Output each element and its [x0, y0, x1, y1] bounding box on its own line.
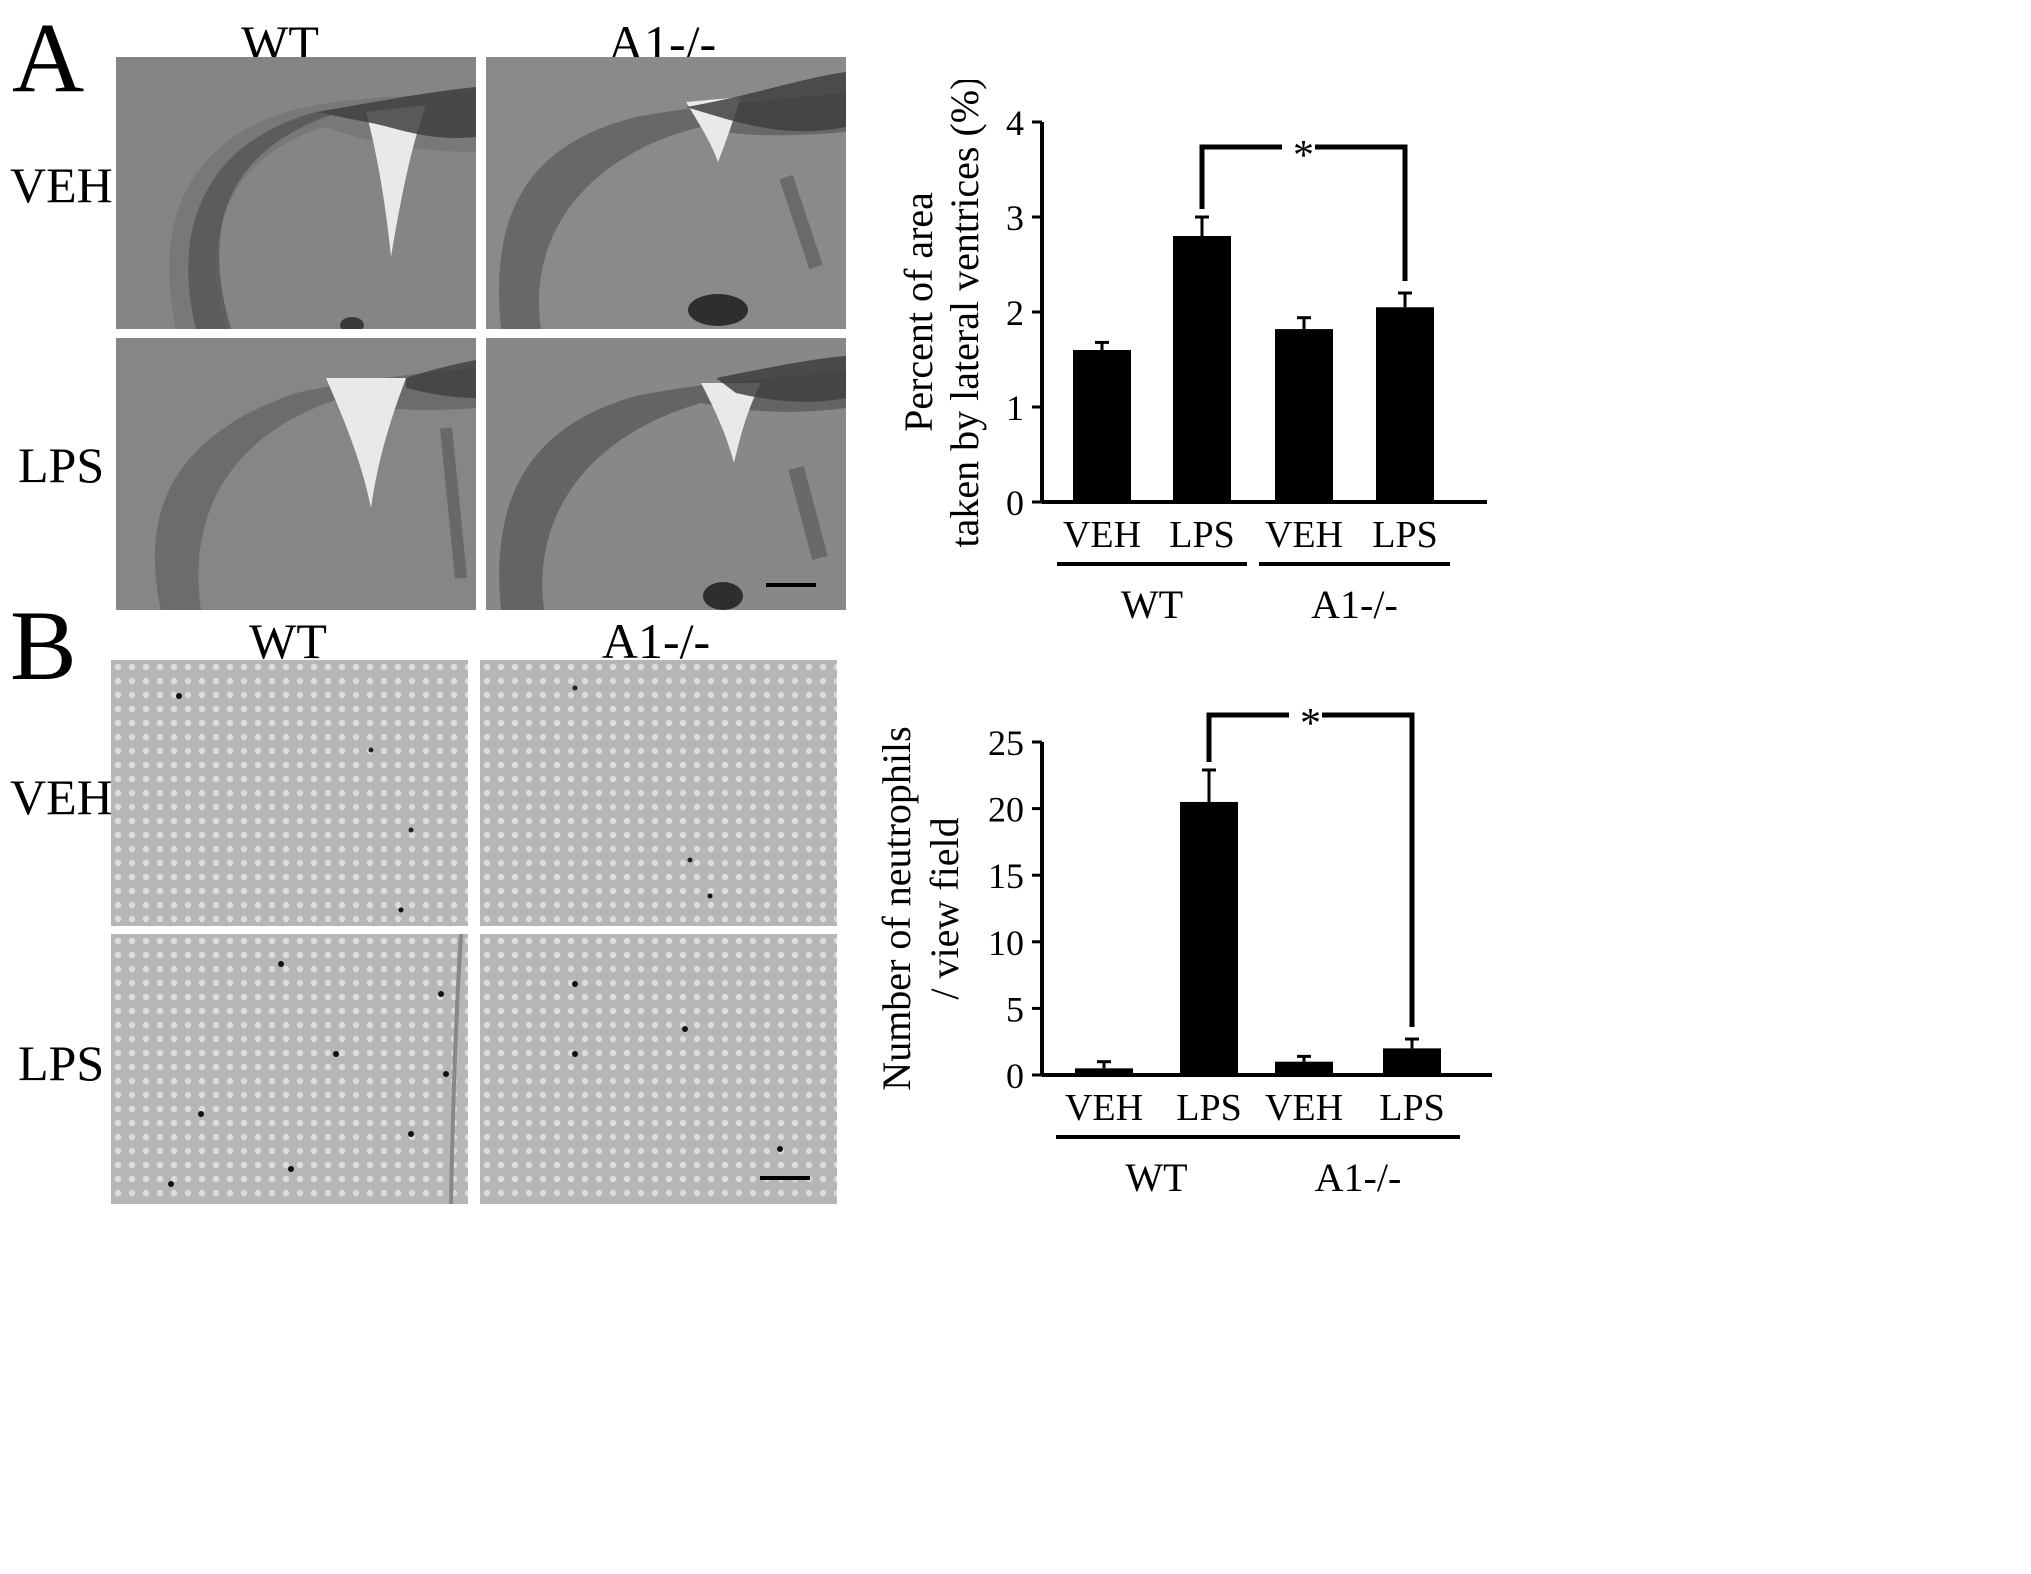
- bar-chart-ventricle-area: Percent of area taken by lateral ventrice…: [896, 80, 1487, 620]
- x-category-label: LPS: [1379, 1087, 1444, 1129]
- group-label: A1-/-: [1311, 582, 1398, 620]
- micrograph-a-ko-veh: [486, 57, 846, 329]
- bar: [1275, 329, 1333, 502]
- x-category-label: VEH: [1065, 1087, 1143, 1129]
- y-tick-label: 5: [1006, 989, 1024, 1029]
- y-tick-label: 3: [1006, 198, 1024, 238]
- x-category-label: VEH: [1063, 514, 1141, 556]
- y-tick-label: 4: [1006, 103, 1024, 143]
- y-tick-label: 10: [988, 923, 1024, 963]
- row-label-lps: LPS: [18, 437, 105, 493]
- y-tick-label: 15: [988, 856, 1024, 896]
- y-axis-label-line1: Percent of area: [896, 192, 941, 432]
- y-tick-label: 20: [988, 790, 1024, 830]
- x-category-label: LPS: [1169, 514, 1234, 556]
- bar: [1376, 307, 1434, 502]
- y-tick-label: 1: [1006, 388, 1024, 428]
- row-label-lps: LPS: [18, 1035, 105, 1091]
- significance-bracket: [1206, 712, 1415, 1028]
- micrograph-a-ko-lps: [486, 338, 846, 610]
- bar: [1383, 1048, 1441, 1075]
- bar: [1075, 1068, 1133, 1075]
- panel-letter-a: A: [12, 2, 85, 113]
- panel-letter-b: B: [10, 590, 77, 701]
- y-tick-label: 0: [1006, 1056, 1024, 1096]
- bar: [1275, 1061, 1333, 1075]
- micrograph-a-wt-veh: [116, 57, 476, 329]
- significance-star: *: [1300, 701, 1321, 747]
- micrograph-b-ko-veh: [480, 660, 837, 926]
- y-axis-label-line1: Number of neutrophils: [880, 726, 919, 1090]
- micrograph-a-wt-lps: [116, 338, 476, 610]
- significance-star: *: [1293, 133, 1314, 179]
- x-category-label: LPS: [1176, 1087, 1241, 1129]
- group-label: WT: [1125, 1155, 1187, 1200]
- bar: [1173, 236, 1231, 502]
- column-label-wt: WT: [249, 613, 327, 669]
- y-axis-label-line2: / view field: [922, 817, 967, 999]
- micrograph-b-wt-veh: [111, 660, 468, 926]
- y-axis-label-line2: taken by lateral ventrices (%): [942, 80, 987, 547]
- x-category-label: VEH: [1265, 1087, 1343, 1129]
- bar: [1180, 801, 1238, 1075]
- y-tick-label: 0: [1006, 483, 1024, 523]
- significance-bracket: [1199, 144, 1408, 281]
- x-category-label: VEH: [1265, 514, 1343, 556]
- group-label: A1-/-: [1315, 1155, 1402, 1200]
- row-label-veh: VEH: [10, 157, 113, 213]
- bar-chart-neutrophils: Number of neutrophils/ view field 0 5 10 15 2…: [880, 701, 1492, 1200]
- micrograph-b-ko-lps: [480, 934, 837, 1204]
- x-category-label: LPS: [1372, 514, 1437, 556]
- micrograph-b-wt-lps: [111, 934, 468, 1204]
- y-tick-label: 25: [988, 723, 1024, 763]
- column-label-a1-ko: A1-/-: [601, 613, 711, 669]
- group-label: WT: [1121, 582, 1183, 620]
- bar: [1073, 350, 1131, 502]
- row-label-veh: VEH: [10, 769, 113, 825]
- y-tick-label: 2: [1006, 293, 1024, 333]
